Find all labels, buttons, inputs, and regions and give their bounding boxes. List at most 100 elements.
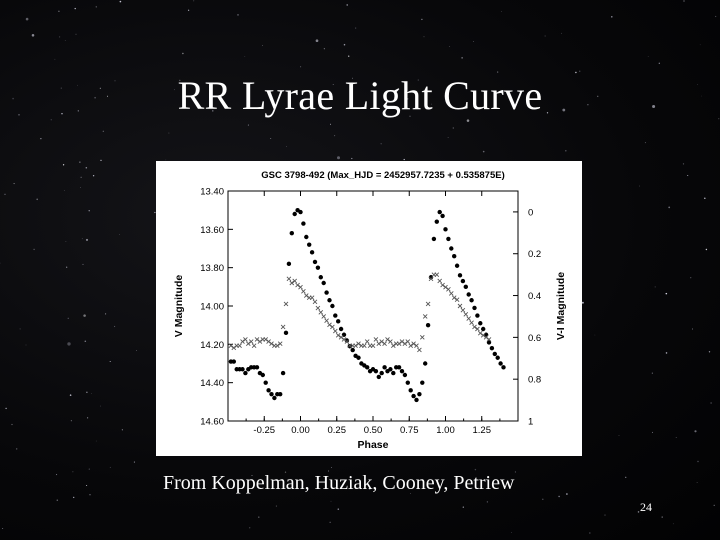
star [60,87,62,89]
v-magnitude-point [414,397,419,403]
star [154,211,156,214]
vi-magnitude-point [472,324,477,330]
v-magnitude-point [423,361,428,366]
star [72,496,75,499]
star [462,506,464,508]
star [410,492,411,494]
vi-magnitude-point [477,330,483,336]
y-tick-label: 13.60 [200,225,224,236]
v-magnitude-point [420,380,425,385]
star [83,314,86,317]
star [102,130,104,132]
star [25,344,27,346]
y-tick-label: 14.40 [200,378,224,389]
star [697,460,699,463]
star [114,80,116,82]
star [105,313,107,315]
vi-magnitude-point [266,339,271,344]
star [61,113,63,115]
star [332,84,334,85]
star [4,193,6,195]
star [99,87,101,89]
star [11,423,13,426]
star [668,206,671,209]
star [544,35,546,37]
vi-magnitude-point [231,345,237,351]
star [713,504,715,506]
vi-magnitude-point [286,276,292,282]
v-magnitude-point [460,278,466,284]
star [237,14,239,16]
star [119,0,122,3]
star [466,119,470,122]
x-axis-label: Phase [358,439,389,451]
star [647,56,649,58]
star [575,71,577,74]
star [579,70,581,72]
slide-title: RR Lyrae Light Curve [177,73,543,118]
v-magnitude-point [301,221,306,226]
star [193,0,195,2]
star [300,66,302,68]
vi-magnitude-point [344,339,350,344]
star [168,132,170,134]
star [69,394,72,396]
vi-magnitude-point [312,299,318,305]
star [249,527,251,529]
vi-magnitude-point [417,347,422,353]
v-magnitude-point [243,370,248,376]
star [637,511,640,513]
v-magnitude-point [263,380,268,385]
v-magnitude-point [498,361,503,366]
star [19,328,21,330]
star [284,471,287,473]
star [330,466,333,469]
y2-tick-label: 0.2 [528,249,541,260]
v-magnitude-point [396,365,402,370]
x-tick-label: 0.25 [328,425,347,436]
v-magnitude-point [449,246,454,251]
star [542,498,544,501]
star [482,150,485,153]
star [514,471,516,473]
star [88,468,90,470]
v-magnitude-point [336,319,341,324]
x-tick-label: 0.75 [400,425,419,436]
y2-axis-label: V-I Magnitude [555,272,567,340]
v-magnitude-point [312,259,318,265]
v-magnitude-point [350,347,355,353]
star [651,372,653,374]
star [710,402,712,404]
v-magnitude-point [304,234,309,240]
star [409,115,411,117]
v-magnitude-point [437,209,442,215]
star [74,7,76,10]
star [651,431,654,433]
star [270,138,272,139]
star [665,352,668,354]
v-magnitude-point [260,372,265,378]
star [179,79,181,82]
star [511,532,513,533]
vi-magnitude-point [475,326,480,332]
vi-magnitude-point [243,337,248,342]
v-magnitude-point [283,330,289,336]
star [84,340,87,342]
v-magnitude-point [440,213,445,219]
star [174,89,175,91]
star [535,92,537,94]
star [486,90,488,92]
star [403,158,405,161]
star [244,56,246,57]
v-magnitude-point [411,393,416,399]
star [100,405,101,407]
star [62,164,65,166]
star [70,420,72,422]
v-magnitude-point [402,372,408,378]
v-magnitude-point [452,253,457,259]
vi-magnitude-point [446,286,451,292]
star [665,292,668,295]
x-tick-label: -0.25 [253,425,275,436]
star [54,58,56,60]
star [50,119,52,121]
